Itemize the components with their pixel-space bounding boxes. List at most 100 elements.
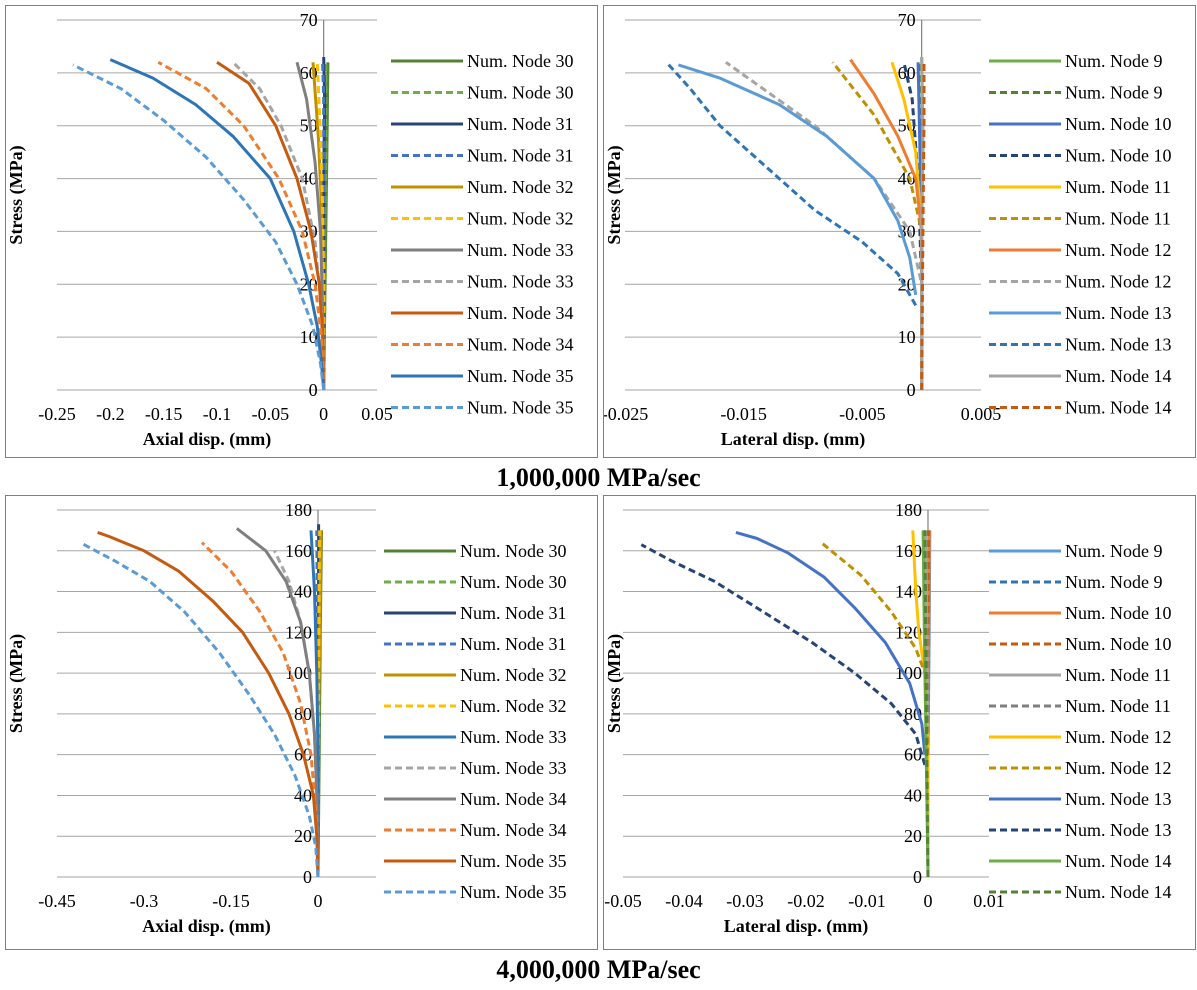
series-line-10 [109,58,326,391]
legend-label: Num. Node 31 [460,603,567,623]
legend-label: Num. Node 10 [1065,114,1172,134]
y-tick-label: 0 [907,380,916,400]
y-tick-label: 180 [285,500,312,520]
x-tick-label: -0.015 [720,404,767,424]
legend-label: Num. Node 34 [467,303,574,323]
legend-label: Num. Node 30 [467,83,574,103]
y-tick-label: 180 [895,500,922,520]
legend-label: Num. Node 11 [1065,665,1171,685]
legend-label: Num. Node 33 [460,727,567,747]
legend-label: Num. Node 14 [1065,398,1172,418]
legend-label: Num. Node 14 [1065,851,1172,871]
series-line-11 [923,530,930,878]
legend-label: Num. Node 12 [1065,758,1172,778]
y-tick-label: 0 [913,867,922,887]
x-tick-label: -0.005 [839,404,886,424]
legend-label: Num. Node 9 [1065,572,1163,592]
x-tick-label: -0.25 [38,404,76,424]
legend-label: Num. Node 35 [460,851,567,871]
legend-label: Num. Node 12 [1065,240,1172,260]
y-tick-label: 20 [294,826,312,846]
legend-label: Num. Node 30 [460,572,567,592]
legend-label: Num. Node 33 [460,758,567,778]
legend-label: Num. Node 31 [460,634,567,654]
x-tick-label: -0.3 [130,891,159,911]
x-tick-label: -0.45 [38,891,76,911]
x-axis-title: Lateral disp. (mm) [721,429,865,450]
series-line-8 [677,63,918,296]
series-line-11 [920,62,926,391]
y-tick-label: 40 [300,169,318,189]
legend-label: Num. Node 11 [1065,696,1171,716]
legend-label: Num. Node 34 [460,820,567,840]
y-tick-label: 20 [898,274,916,294]
legend-label: Num. Node 34 [467,335,574,355]
x-tick-label: 0.05 [361,404,393,424]
x-axis-title: Axial disp. (mm) [142,916,271,937]
y-tick-label: 40 [904,785,922,805]
x-tick-label: 0 [314,891,323,911]
x-tick-label: -0.1 [203,404,232,424]
y-tick-label: 160 [285,541,312,561]
legend-label: Num. Node 14 [1065,882,1172,902]
y-axis-title: Stress (MPa) [604,145,625,244]
chart-panel-axial-4m: 0 20 40 60 80 100 120 140 160 180 -0.45 -0.3 -0.15 0 A… [5,495,598,950]
series-line-11 [79,541,320,878]
legend-label: Num. Node 10 [1065,603,1172,623]
y-tick-label: 60 [898,63,916,83]
legend-label: Num. Node 10 [1065,634,1172,654]
legend-label: Num. Node 34 [460,789,567,809]
y-tick-label: 20 [904,826,922,846]
legend-label: Num. Node 13 [1065,303,1172,323]
legend-label: Num. Node 32 [460,665,567,685]
series-line-8 [216,61,326,391]
y-tick-label: 70 [300,10,318,30]
x-tick-label: 0 [319,404,328,424]
x-tick-label: -0.05 [252,404,290,424]
series-line-8 [735,530,927,755]
legend-label: Num. Node 12 [1065,272,1172,292]
x-tick-label: -0.15 [212,891,250,911]
series-line-11 [72,63,326,391]
y-tick-label: 60 [904,745,922,765]
series-line-9 [665,61,918,307]
y-tick-label: 160 [895,541,922,561]
legend-label: Num. Node 35 [460,882,567,902]
legend-label: Num. Node 10 [1065,146,1172,166]
x-tick-label: -0.04 [665,891,703,911]
x-tick-label: -0.15 [145,404,183,424]
y-tick-label: 80 [294,704,312,724]
legend-label: Num. Node 9 [1065,541,1163,561]
y-tick-label: 70 [898,10,916,30]
x-tick-label: -0.2 [96,404,125,424]
x-tick-label: -0.03 [726,891,764,911]
x-axis-title: Lateral disp. (mm) [724,916,868,937]
legend-label: Num. Node 9 [1065,83,1163,103]
caption-rate-bottom: 4,000,000 MPa/sec [496,955,701,984]
y-tick-label: 120 [285,622,312,642]
legend-label: Num. Node 32 [460,696,567,716]
chart-panel-axial-1m: 0 10 20 30 40 50 60 70 -0.25 -0.2 -0.15 -0.1 -0.05 0 0… [5,5,598,458]
series-line-9 [640,543,927,766]
series-line-8 [235,527,320,878]
legend-label: Num. Node 33 [467,272,574,292]
y-tick-label: 140 [895,582,922,602]
legend-label: Num. Node 13 [1065,820,1172,840]
legend-label: Num. Node 33 [467,240,574,260]
x-tick-label: 0 [924,891,933,911]
x-axis-title: Axial disp. (mm) [143,429,272,450]
y-tick-label: 10 [898,327,916,347]
y-tick-label: 0 [309,380,318,400]
y-axis-title: Stress (MPa) [6,634,27,733]
series-line-10 [97,530,320,878]
y-axis-title: Stress (MPa) [604,634,625,733]
y-tick-label: 40 [898,169,916,189]
legend-label: Num. Node 35 [467,366,574,386]
legend-label: Num. Node 11 [1065,209,1171,229]
x-tick-label: -0.01 [848,891,886,911]
legend-label: Num. Node 13 [1065,789,1172,809]
legend-label: Num. Node 30 [460,541,567,561]
